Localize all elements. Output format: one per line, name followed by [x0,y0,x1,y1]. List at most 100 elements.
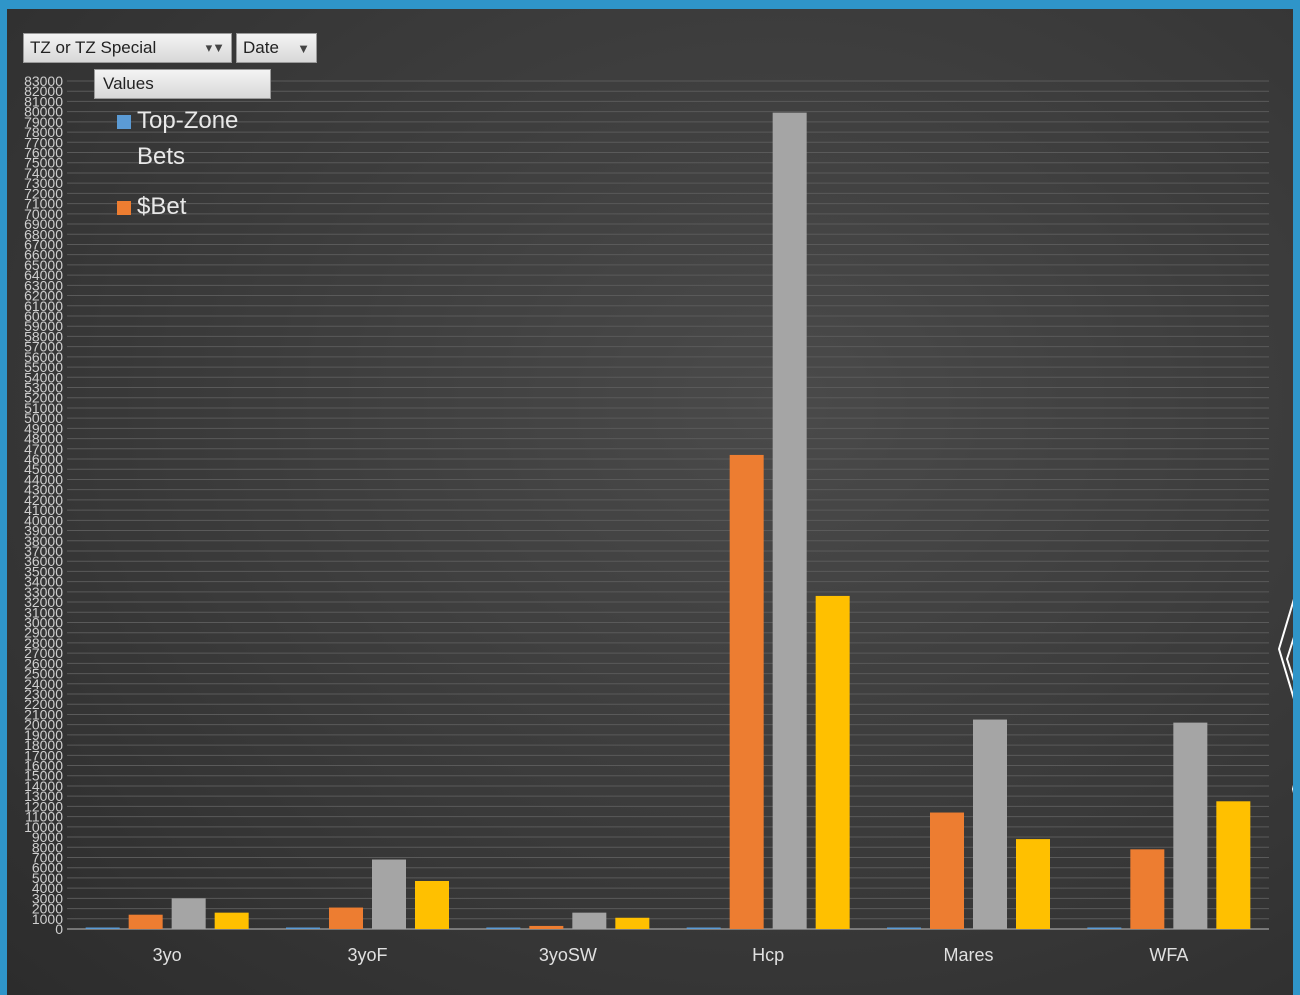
y-tick-label: 70000 [24,206,63,222]
y-tick-label: 66000 [24,247,63,263]
y-tick-label: 56000 [24,349,63,365]
y-tick-label: 55000 [24,359,63,375]
y-tick-label: 76000 [24,145,63,161]
y-tick-label: 81000 [24,93,63,109]
bar-3yo-series-2 [171,898,206,929]
y-tick-label: 58000 [24,328,63,344]
filter-field-button[interactable]: TZ or TZ Special ▾▼ [23,33,232,63]
y-tick-label: 7000 [32,849,63,865]
y-tick-label: 52000 [24,390,63,406]
y-tick-label: 50000 [24,410,63,426]
y-tick-label: 68000 [24,226,63,242]
y-tick-label: 57000 [24,339,63,355]
y-tick-label: 30000 [24,614,63,630]
bar-mares-series-1 [930,812,964,929]
legend-label-line2: Bets [137,143,186,170]
bar-3yof-series-0 [286,927,320,929]
x-tick-label: 3yoSW [539,945,597,965]
y-tick-label: 19000 [24,727,63,743]
y-tick-label: 29000 [24,625,63,641]
y-tick-label: 83000 [24,73,63,89]
y-tick-label: 82000 [24,83,63,99]
filter-icon: ▾▼ [205,40,225,55]
y-tick-label: 36000 [24,553,63,569]
y-tick-label: 14000 [24,778,63,794]
y-tick-label: 9000 [32,829,63,845]
x-tick-label: Hcp [752,945,784,965]
y-tick-label: 28000 [24,635,63,651]
y-tick-label: 15000 [24,768,63,784]
y-tick-label: 80000 [24,104,63,120]
y-tick-label: 51000 [24,400,63,416]
y-tick-label: 79000 [24,114,63,130]
bar-hcp-series-1 [729,454,764,929]
bar-3yosw-series-2 [572,912,607,929]
y-tick-label: 37000 [24,543,63,559]
y-tick-label: 41000 [24,502,63,518]
y-tick-label: 2000 [32,901,63,917]
x-tick-label: 3yo [153,945,182,965]
y-tick-label: 64000 [24,267,63,283]
y-tick-label: 34000 [24,574,63,590]
legend-label: $Bet [137,193,187,220]
bar-3yosw-series-0 [486,927,521,929]
y-tick-label: 10000 [24,819,63,835]
bar-hcp-series-0 [686,927,721,929]
y-tick-label: 5000 [32,870,63,886]
legend-item-top-zone-bets: Top-Zone Bets [117,103,238,175]
y-tick-label: 75000 [24,155,63,171]
y-tick-label: 39000 [24,523,63,539]
y-tick-label: 18000 [24,737,63,753]
y-tick-label: 69000 [24,216,63,232]
y-tick-label: 24000 [24,676,63,692]
y-tick-label: 32000 [24,594,63,610]
legend-swatch-orange [117,200,131,215]
y-tick-label: 33000 [24,584,63,600]
y-tick-label: 71000 [24,196,63,212]
bar-hcp-series-2 [772,112,807,929]
bar-3yosw-series-3 [615,917,650,929]
y-tick-label: 45000 [24,461,63,477]
bar-3yof-series-2 [372,859,406,929]
y-tick-label: 61000 [24,298,63,314]
y-tick-label: 59000 [24,318,63,334]
bar-wfa-series-1 [1130,849,1165,929]
y-tick-label: 1000 [32,911,63,927]
bar-hcp-series-3 [815,595,850,929]
date-field-button[interactable]: Date ▼ [236,33,317,63]
y-tick-label: 6000 [32,860,63,876]
y-tick-label: 49000 [24,420,63,436]
y-tick-label: 72000 [24,185,63,201]
y-tick-label: 17000 [24,747,63,763]
y-tick-label: 11000 [25,809,63,825]
bar-3yo-series-0 [85,927,120,929]
y-tick-label: 46000 [24,451,63,467]
y-tick-label: 35000 [24,563,63,579]
bar-3yo-series-3 [214,912,249,929]
bar-mares-series-2 [973,719,1007,929]
y-tick-label: 65000 [24,257,63,273]
bar-mares-series-3 [1016,839,1050,929]
legend-label: Top-Zone [137,107,239,134]
y-tick-label: 26000 [24,655,63,671]
bar-3yof-series-1 [329,907,363,929]
values-field-button[interactable]: Values [94,69,271,99]
y-tick-label: 12000 [24,798,63,814]
values-field-label: Values [103,74,154,93]
x-tick-label: Mares [943,945,993,965]
y-tick-label: 67000 [24,236,63,252]
bar-3yo-series-1 [128,914,163,929]
y-tick-label: 27000 [24,645,63,661]
bar-chart: 0100020003000400050006000700080009000100… [24,73,1269,965]
y-tick-label: 3000 [32,890,63,906]
y-tick-label: 73000 [24,175,63,191]
bar-3yosw-series-1 [529,925,564,929]
y-tick-label: 4000 [32,880,63,896]
y-tick-label: 60000 [24,308,63,324]
y-tick-label: 47000 [24,441,63,457]
y-tick-label: 63000 [24,277,63,293]
y-tick-label: 16000 [24,758,63,774]
bar-3yof-series-3 [415,880,449,929]
x-tick-label: 3yoF [347,945,387,965]
y-tick-label: 23000 [24,686,63,702]
